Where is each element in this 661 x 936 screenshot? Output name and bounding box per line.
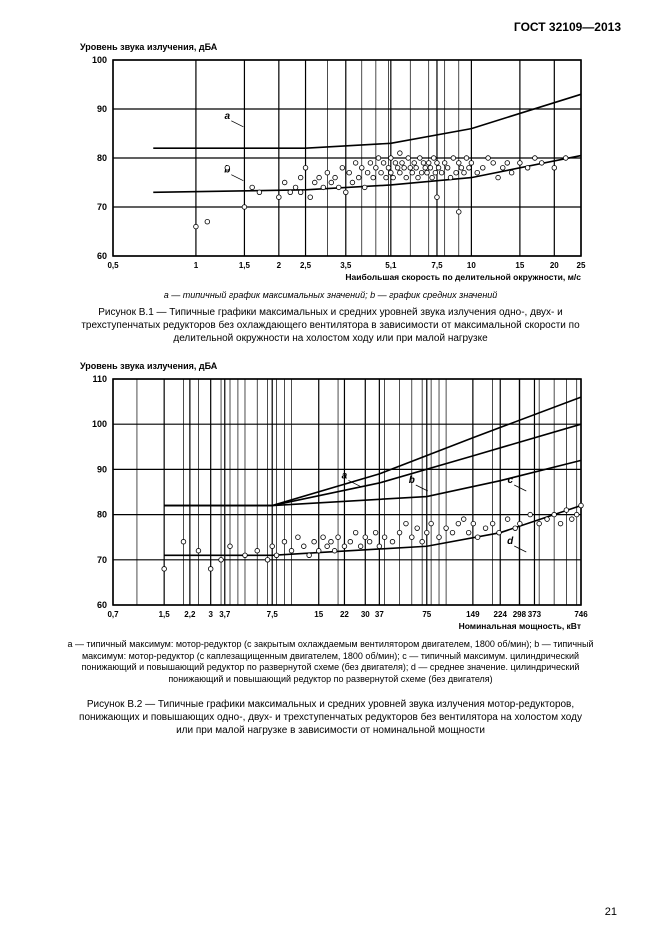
svg-text:110: 110 <box>92 374 107 384</box>
chart2-ylabel: Уровень звука излучения, дБА <box>80 361 621 371</box>
svg-text:2: 2 <box>276 261 281 270</box>
document-header: ГОСТ 32109—2013 <box>40 20 621 34</box>
svg-text:1: 1 <box>193 261 198 270</box>
svg-text:30: 30 <box>360 610 369 619</box>
svg-text:746: 746 <box>574 610 588 619</box>
svg-text:5,1: 5,1 <box>385 261 397 270</box>
svg-text:80: 80 <box>96 510 106 520</box>
svg-text:298: 298 <box>512 610 526 619</box>
svg-text:90: 90 <box>96 104 106 114</box>
svg-text:90: 90 <box>96 464 106 474</box>
svg-text:Номинальная мощность, кВт: Номинальная мощность, кВт <box>458 621 580 631</box>
svg-text:60: 60 <box>96 600 106 610</box>
svg-text:149: 149 <box>466 610 480 619</box>
chart1-svg: 60 70 80 90 100 0,5 1 1,5 2 2,5 3,5 5,1 7,5 10 15 20 25 Н… <box>71 54 591 284</box>
chart1-caption: Рисунок В.1 — Типичные графики максималь… <box>70 306 591 345</box>
svg-text:373: 373 <box>527 610 541 619</box>
svg-text:80: 80 <box>96 153 106 163</box>
svg-text:22: 22 <box>339 610 348 619</box>
chart1-ylabel: Уровень звука излучения, дБА <box>80 42 621 52</box>
chart-b2: Уровень звука излучения, дБА 60 70 80 90 100… <box>40 361 621 633</box>
svg-text:a: a <box>341 470 347 481</box>
chart1-legend-text: a — типичный график максимальных значени… <box>164 290 498 300</box>
svg-text:7,5: 7,5 <box>266 610 278 619</box>
svg-text:15: 15 <box>515 261 524 270</box>
svg-text:b: b <box>408 475 414 486</box>
svg-text:37: 37 <box>374 610 383 619</box>
svg-text:1,5: 1,5 <box>238 261 250 270</box>
svg-text:25: 25 <box>576 261 585 270</box>
svg-text:3,7: 3,7 <box>219 610 231 619</box>
svg-text:c: c <box>507 475 513 486</box>
chart2-legend: a — типичный максимум: мотор-редуктор (с… <box>60 639 601 686</box>
svg-text:2,2: 2,2 <box>184 610 196 619</box>
svg-text:3,5: 3,5 <box>340 261 352 270</box>
svg-text:60: 60 <box>96 251 106 261</box>
svg-text:1,5: 1,5 <box>158 610 170 619</box>
svg-text:d: d <box>507 536 514 547</box>
svg-text:20: 20 <box>549 261 558 270</box>
svg-text:7,5: 7,5 <box>431 261 443 270</box>
svg-text:2,5: 2,5 <box>299 261 311 270</box>
chart1-legend: a — типичный график максимальных значени… <box>40 290 621 300</box>
svg-text:224: 224 <box>493 610 507 619</box>
svg-text:100: 100 <box>91 55 106 65</box>
svg-text:75: 75 <box>422 610 431 619</box>
svg-text:15: 15 <box>314 610 323 619</box>
chart2-legend-text: a — типичный максимум: мотор-редуктор (с… <box>68 639 594 684</box>
chart2-svg: 60 70 80 90 100 110 0,7 1,5 2,2 3 3,7 7,5 15 22 30 37 75… <box>71 373 591 633</box>
svg-text:70: 70 <box>96 202 106 212</box>
svg-text:3: 3 <box>208 610 213 619</box>
svg-text:0,7: 0,7 <box>107 610 119 619</box>
svg-text:70: 70 <box>96 555 106 565</box>
chart-b1: Уровень звука излучения, дБА 60708090100… <box>40 42 621 284</box>
svg-text:a: a <box>224 111 230 122</box>
svg-text:10: 10 <box>466 261 475 270</box>
svg-text:0,5: 0,5 <box>107 261 119 270</box>
page-number: 21 <box>605 906 617 918</box>
svg-text:100: 100 <box>91 419 106 429</box>
svg-text:Наибольшая скорость по делител: Наибольшая скорость по делительной окруж… <box>345 272 581 282</box>
chart2-caption: Рисунок В.2 — Типичные графики максималь… <box>70 698 591 737</box>
